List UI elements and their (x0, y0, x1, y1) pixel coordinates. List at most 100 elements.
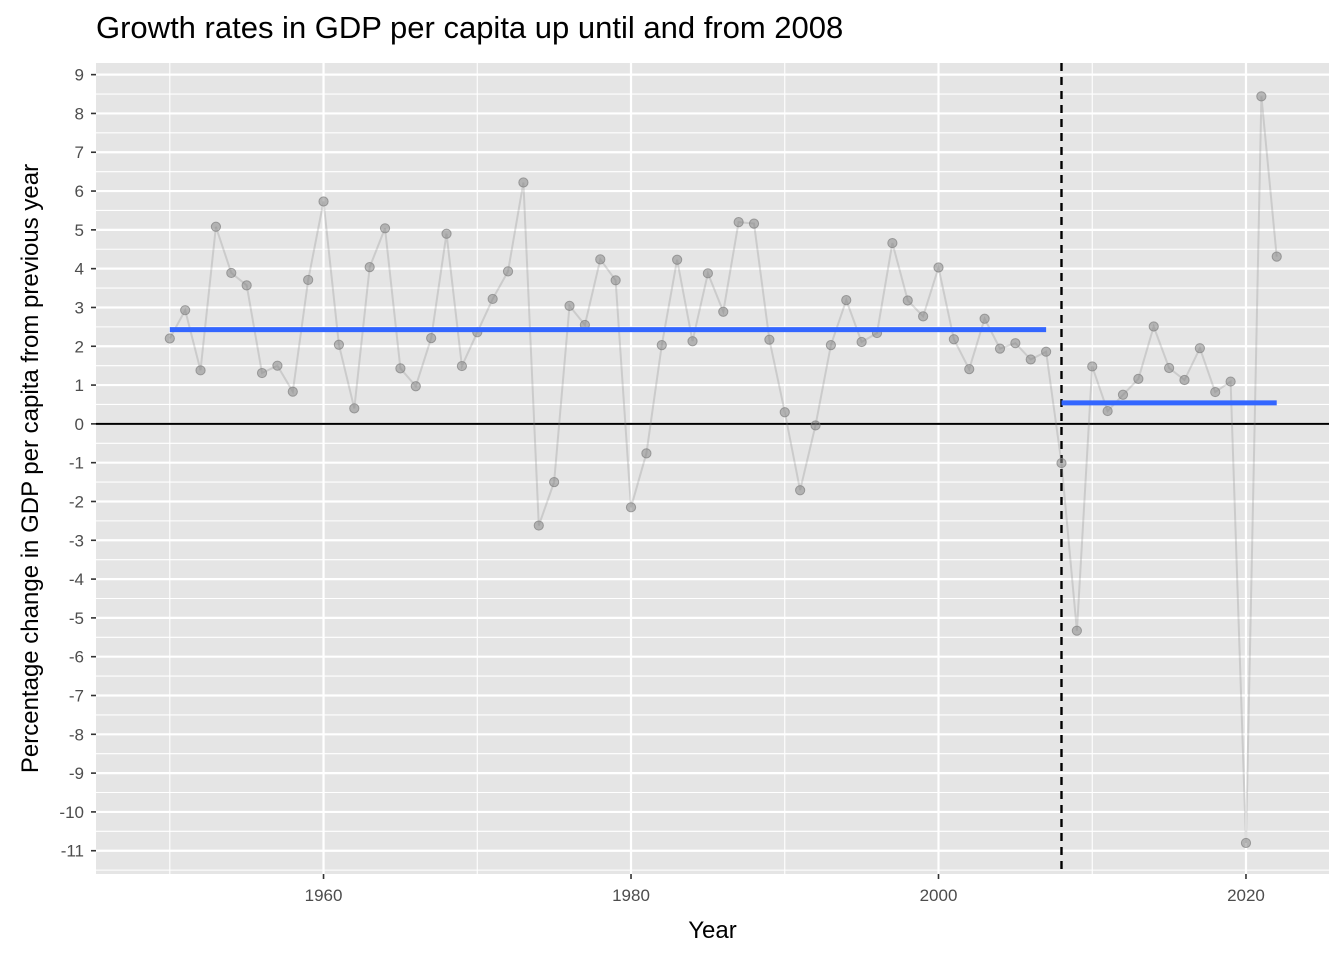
data-point (1271, 251, 1282, 262)
chart-title: Growth rates in GDP per capita up until … (96, 10, 844, 45)
y-tick-label: 3 (75, 298, 84, 317)
data-point (656, 340, 667, 351)
data-point (164, 333, 175, 344)
data-point (1194, 343, 1205, 354)
y-tick-label: 4 (75, 260, 84, 279)
x-tick-label: 2020 (1227, 886, 1265, 905)
y-tick-label: -3 (69, 531, 84, 550)
data-point (825, 340, 836, 351)
data-point (641, 448, 652, 459)
data-point (718, 306, 729, 317)
data-point (272, 360, 283, 371)
data-point (625, 502, 637, 513)
data-point (994, 343, 1006, 354)
data-point (1210, 386, 1221, 398)
data-point (1056, 457, 1067, 469)
data-point (195, 365, 206, 376)
data-point (1148, 321, 1159, 332)
data-point (779, 407, 790, 418)
data-point (902, 295, 913, 306)
data-point (456, 360, 468, 372)
data-point (349, 403, 360, 414)
data-point (410, 381, 421, 392)
y-tick-label: 2 (75, 337, 84, 356)
y-tick-label: -6 (69, 648, 84, 667)
y-tick-label: -8 (69, 725, 84, 744)
data-point (1256, 91, 1267, 102)
data-point (1010, 338, 1021, 349)
data-point (364, 262, 375, 273)
mean-lines (169, 327, 1277, 406)
data-point (933, 262, 944, 273)
plot-panel (96, 63, 1329, 874)
data-point (1087, 361, 1098, 372)
data-point (810, 420, 821, 431)
y-tick-label: -10 (59, 803, 84, 822)
data-point (702, 268, 713, 279)
data-point (1117, 389, 1129, 400)
y-tick-label: 0 (75, 415, 84, 434)
data-point (964, 364, 975, 375)
data-point (610, 275, 621, 286)
data-point (441, 228, 452, 239)
y-tick-label: -1 (69, 454, 84, 473)
data-point (502, 266, 514, 277)
data-point (1225, 376, 1236, 387)
data-point (256, 367, 268, 379)
x-tick-label: 2000 (920, 886, 958, 905)
y-tick-label: 7 (75, 143, 84, 162)
data-point (564, 300, 575, 312)
data-point (210, 221, 222, 232)
data-point (303, 274, 314, 286)
axes: 9 8 7 6 5 4 3 2 1 0 -1 -2 -3 -4 -5 -6 -7 -8 -9 -10 -11 1960 19… (59, 66, 1264, 905)
data-point (887, 237, 898, 249)
data-point (426, 333, 437, 344)
y-tick-label: 9 (75, 66, 84, 85)
data-point (1025, 354, 1036, 365)
data-point (1179, 374, 1190, 386)
data-point (1133, 373, 1144, 384)
y-tick-label: 1 (75, 376, 84, 395)
data-point (395, 363, 406, 374)
data-point (948, 334, 959, 345)
data-point (518, 177, 529, 188)
data-point (856, 336, 867, 348)
data-point (979, 313, 990, 324)
y-tick-label: 6 (75, 182, 84, 201)
y-tick-label: -7 (69, 687, 84, 706)
y-tick-label: 8 (75, 104, 84, 123)
y-tick-label: 5 (75, 221, 84, 240)
data-point (1041, 346, 1052, 357)
data-point (180, 305, 191, 316)
data-point (487, 293, 498, 305)
y-tick-label: -9 (69, 764, 84, 783)
data-point (1240, 837, 1252, 849)
y-tick-label: -11 (61, 842, 84, 861)
data-point (241, 280, 252, 291)
x-tick-label: 1960 (305, 886, 343, 905)
data-point (333, 339, 345, 350)
data-point (918, 311, 929, 322)
data-point (1102, 405, 1113, 417)
y-tick-label: -2 (69, 492, 84, 511)
data-point (595, 254, 606, 265)
data-point (672, 254, 683, 265)
data-point (226, 267, 237, 279)
data-point (748, 218, 760, 229)
data-point (549, 476, 560, 488)
data-point (795, 485, 806, 496)
y-tick-label: -4 (69, 570, 84, 589)
y-axis-title: Percentage change in GDP per capita from… (17, 164, 44, 773)
y-tick-label: -5 (69, 609, 84, 628)
x-tick-label: 1980 (612, 886, 650, 905)
data-point (533, 520, 544, 531)
data-point (687, 336, 698, 347)
x-axis-title: Year (688, 917, 737, 944)
data-point (287, 386, 298, 397)
data-point (733, 216, 744, 228)
data-point (764, 334, 775, 345)
data-point (318, 196, 329, 207)
data-point (841, 294, 852, 306)
data-point (379, 223, 391, 234)
